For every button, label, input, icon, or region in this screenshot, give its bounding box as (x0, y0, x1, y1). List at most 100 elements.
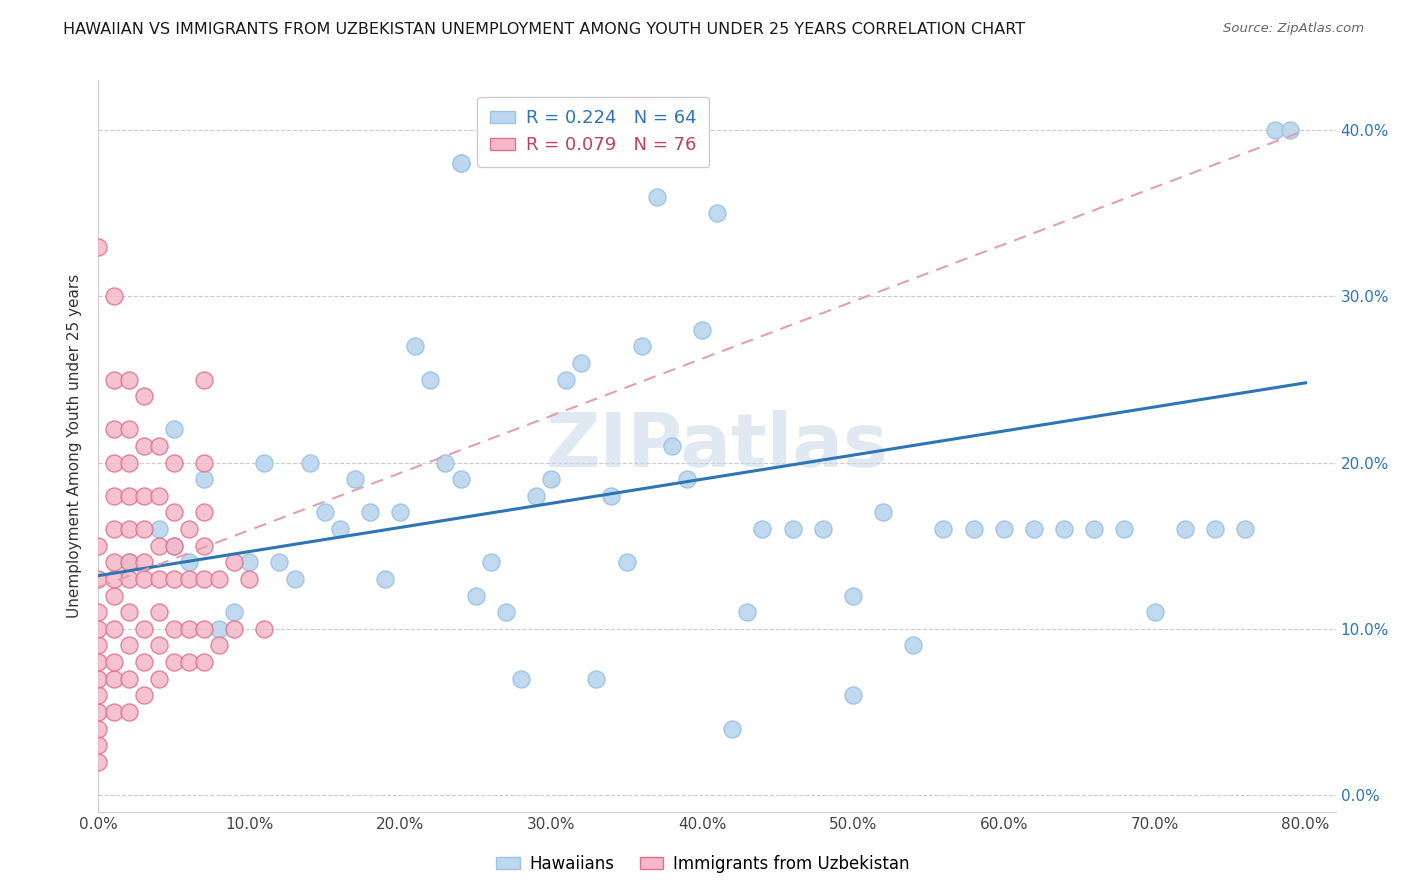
Point (163, 539, 186, 553)
Point (555, 372, 578, 386)
Point (238, 572, 260, 586)
Point (193, 655, 215, 669)
Point (117, 372, 139, 386)
Point (177, 522, 200, 536)
Point (1143, 605, 1166, 619)
Point (117, 605, 139, 619)
Point (117, 456, 139, 470)
Point (450, 156, 472, 170)
Point (193, 456, 215, 470)
Point (177, 655, 200, 669)
Point (117, 422, 139, 436)
Point (87, 539, 110, 553)
Point (569, 356, 592, 370)
Point (1022, 522, 1045, 536)
Point (224, 605, 246, 619)
Point (253, 456, 276, 470)
Point (298, 456, 321, 470)
Point (103, 372, 125, 386)
Point (932, 522, 955, 536)
Point (148, 539, 170, 553)
Point (616, 555, 638, 569)
Point (872, 506, 894, 520)
Point (87, 689, 110, 703)
Point (540, 472, 562, 486)
Point (193, 372, 215, 386)
Point (224, 555, 246, 569)
Point (238, 555, 260, 569)
Point (132, 572, 155, 586)
Point (163, 622, 186, 636)
Point (690, 323, 713, 337)
Point (103, 489, 125, 503)
Point (87, 239, 110, 253)
Point (103, 705, 125, 719)
Point (903, 639, 925, 653)
Point (1234, 522, 1257, 536)
Point (87, 605, 110, 619)
Text: ZIPatlas: ZIPatlas (546, 409, 889, 483)
Legend: R = 0.224   N = 64, R = 0.079   N = 76: R = 0.224 N = 64, R = 0.079 N = 76 (477, 96, 710, 167)
Point (117, 572, 139, 586)
Point (374, 572, 396, 586)
Point (132, 489, 155, 503)
Point (329, 522, 352, 536)
Point (269, 555, 291, 569)
Y-axis label: Unemployment Among Youth under 25 years: Unemployment Among Youth under 25 years (67, 274, 83, 618)
Point (419, 372, 441, 386)
Point (208, 639, 231, 653)
Point (163, 456, 186, 470)
Point (132, 655, 155, 669)
Point (103, 672, 125, 686)
Point (630, 339, 652, 353)
Point (253, 622, 276, 636)
Text: Source: ZipAtlas.com: Source: ZipAtlas.com (1223, 22, 1364, 36)
Point (117, 489, 139, 503)
Point (1264, 123, 1286, 137)
Point (148, 439, 170, 453)
Point (751, 522, 773, 536)
Point (1279, 123, 1302, 137)
Point (735, 605, 758, 619)
Point (132, 522, 155, 536)
Point (117, 672, 139, 686)
Point (87, 672, 110, 686)
Point (117, 522, 139, 536)
Point (148, 572, 170, 586)
Point (193, 539, 215, 553)
Point (389, 506, 412, 520)
Point (524, 489, 547, 503)
Point (842, 689, 865, 703)
Point (117, 705, 139, 719)
Point (585, 672, 607, 686)
Point (1174, 522, 1197, 536)
Point (661, 439, 683, 453)
Point (404, 339, 426, 353)
Point (103, 456, 125, 470)
Point (1083, 522, 1105, 536)
Point (117, 555, 139, 569)
Point (464, 589, 486, 603)
Point (87, 738, 110, 752)
Point (359, 506, 381, 520)
Point (645, 189, 668, 203)
Point (103, 572, 125, 586)
Point (993, 522, 1015, 536)
Point (103, 555, 125, 569)
Legend: Hawaiians, Immigrants from Uzbekistan: Hawaiians, Immigrants from Uzbekistan (489, 848, 917, 880)
Point (87, 655, 110, 669)
Point (132, 555, 155, 569)
Point (87, 705, 110, 719)
Point (450, 156, 472, 170)
Point (163, 422, 186, 436)
Point (600, 489, 623, 503)
Point (163, 539, 186, 553)
Point (163, 572, 186, 586)
Point (1204, 522, 1226, 536)
Point (193, 572, 215, 586)
Point (103, 289, 125, 303)
Point (479, 555, 502, 569)
Point (148, 672, 170, 686)
Point (163, 655, 186, 669)
Point (177, 622, 200, 636)
